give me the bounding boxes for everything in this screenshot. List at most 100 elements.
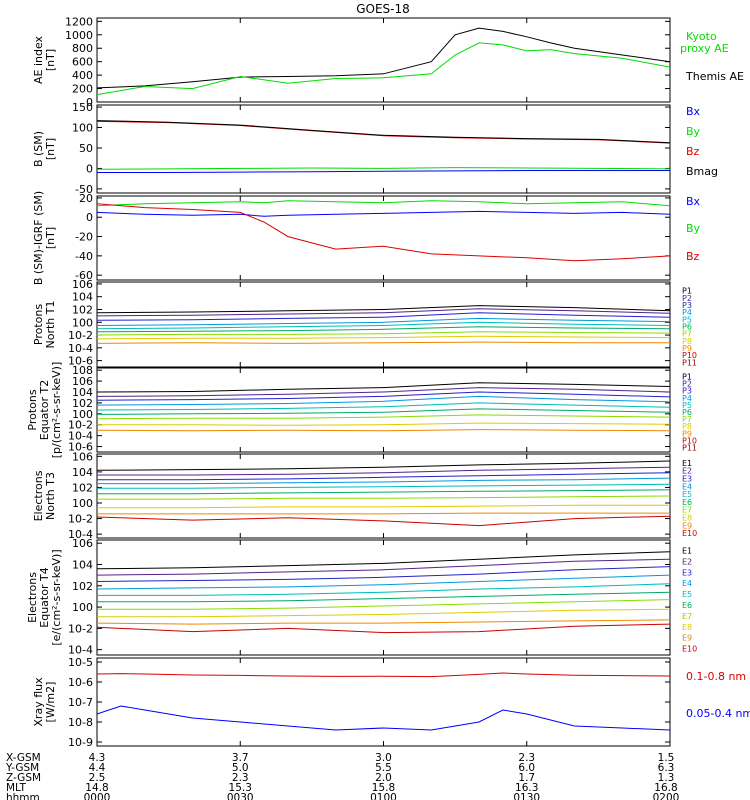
panel-frame: [96, 104, 671, 194]
series-line-e4: [97, 477, 671, 485]
channel-label: E9: [682, 521, 692, 530]
y-tick-label: 100: [72, 497, 93, 510]
y-axis-label-line: [W/m2]: [44, 682, 57, 723]
y-tick-label: 10-2: [68, 329, 93, 342]
series-line-e5: [97, 583, 671, 596]
series-line-e1: [96, 460, 671, 471]
y-axis-label-line: [nT]: [44, 227, 57, 249]
panel-8: 10-9 10-8 10-7 10-6 10-5 Xray flux[W/m2]: [32, 656, 671, 749]
y-tick-label: 102: [72, 303, 93, 316]
legend-entry: 0.05-0.4 nm: [686, 707, 750, 720]
panel-3: -60 -40 -20 0 20 B (SM)-IGRF (SM)[nT]: [32, 191, 671, 285]
series-line-p2: [96, 308, 671, 317]
series-line-e7: [97, 495, 671, 500]
series-line-p4: [96, 395, 671, 406]
series-line-bz: [96, 120, 671, 144]
channel-label: E6: [682, 601, 692, 610]
legend-entry-line: 0.1-0.8 nm: [686, 670, 746, 683]
channel-label: E1: [682, 459, 692, 468]
channel-label: P6: [682, 408, 692, 417]
y-axis-label-line: B (SM): [32, 131, 45, 167]
y-axis-label: AE index[nT]: [32, 35, 57, 84]
legend-entry: 0.1-0.8 nm: [686, 670, 746, 683]
footer-value: 15.8: [372, 782, 395, 794]
legend-entry-line: proxy AE: [680, 42, 729, 55]
y-tick-label: 10-2: [68, 419, 93, 432]
legend-entry: Kyoto proxy AE: [680, 30, 729, 55]
channel-label: P2: [682, 380, 692, 389]
footer-value: 15.3: [229, 782, 252, 794]
y-tick-label: 10-4: [68, 342, 93, 355]
footer-value: 2.3: [232, 772, 249, 784]
y-axis-label: ElectronsNorth T3: [32, 470, 57, 521]
channel-label: P3: [682, 301, 692, 310]
channel-label: E4: [682, 482, 692, 491]
y-tick-label: 100: [72, 316, 93, 329]
y-axis-label-line: North T1: [44, 301, 57, 349]
legend-entry-line: By: [686, 222, 701, 235]
series-line-e8: [97, 504, 670, 509]
legend-entry-line: 0.05-0.4 nm: [686, 707, 750, 720]
y-tick-label: 800: [72, 42, 93, 55]
series-line-p1: [96, 382, 671, 393]
series-line-p4: [96, 317, 671, 326]
footer-value: 2.0: [375, 772, 392, 784]
y-tick-label: 104: [72, 558, 93, 571]
y-tick-label: 0: [86, 96, 93, 109]
channel-label: P11: [682, 358, 697, 367]
legend-entry: Themis AE: [685, 70, 744, 83]
series-line-e9: [96, 619, 671, 625]
footer-value: 1.3: [658, 772, 675, 784]
footer-value: 5.5: [375, 762, 392, 774]
channel-label: P4: [682, 308, 692, 317]
series-line-p6: [96, 408, 671, 415]
footer-value: 0200: [653, 792, 680, 800]
series-line-e9: [97, 512, 670, 515]
channel-label: P7: [682, 330, 692, 339]
channel-label: E5: [682, 590, 692, 599]
y-axis-label-line: [nT]: [44, 138, 57, 160]
series-line-themis-ae: [96, 27, 671, 89]
footer-value: 0130: [513, 792, 540, 800]
legend-layer: Kyoto proxy AE Themis AE Bx By Bz Bmag Bx By Bz 0.…: [680, 30, 750, 720]
y-tick-label: 108: [72, 364, 93, 377]
panel-frame: [96, 539, 671, 656]
legend-entry-line: Bz: [686, 250, 700, 263]
y-tick-label: 100: [72, 122, 93, 135]
panel-frame: [96, 453, 671, 539]
panel-frame: [96, 657, 671, 747]
y-tick-label: 106: [72, 375, 93, 388]
y-tick-label: 10-6: [68, 355, 93, 368]
footer-value: 0100: [370, 792, 397, 800]
y-tick-label: 104: [72, 466, 93, 479]
legend-entry: By: [686, 222, 701, 235]
series-line-p8: [97, 422, 671, 426]
series-line-p1: [96, 305, 671, 314]
legend-entry-line: Bz: [686, 145, 700, 158]
series-line-e10: [96, 623, 671, 634]
y-axis-label-line: B (SM)-IGRF (SM): [32, 191, 45, 285]
y-axis-label-line: Equator T4: [38, 567, 51, 627]
series-line-by: [96, 167, 671, 170]
series-line-p7: [96, 414, 671, 420]
y-tick-label: -50: [75, 183, 93, 196]
y-tick-label: 104: [72, 386, 93, 399]
y-axis-label-line: North T3: [44, 472, 57, 520]
legend-entry: Bx: [686, 105, 701, 118]
series-line-e2: [97, 466, 671, 476]
y-tick-label: 102: [72, 580, 93, 593]
channel-label: P1: [682, 373, 692, 382]
y-axis-label: Xray flux[W/m2]: [32, 677, 57, 727]
y-axis-label-line: Xray flux: [32, 677, 45, 727]
y-tick-label: 400: [72, 69, 93, 82]
y-axis-label-line: [p/(cm²-s-sr-keV)]: [50, 362, 63, 459]
y-tick-label: 10-4: [68, 528, 93, 541]
series-line-e8: [97, 608, 671, 618]
y-tick-label: 100: [72, 408, 93, 421]
y-tick-label: 20: [79, 192, 93, 205]
legend-entry: Bx: [686, 195, 701, 208]
series-line-e3: [97, 472, 671, 481]
y-axis-label-line: Protons: [26, 389, 39, 430]
